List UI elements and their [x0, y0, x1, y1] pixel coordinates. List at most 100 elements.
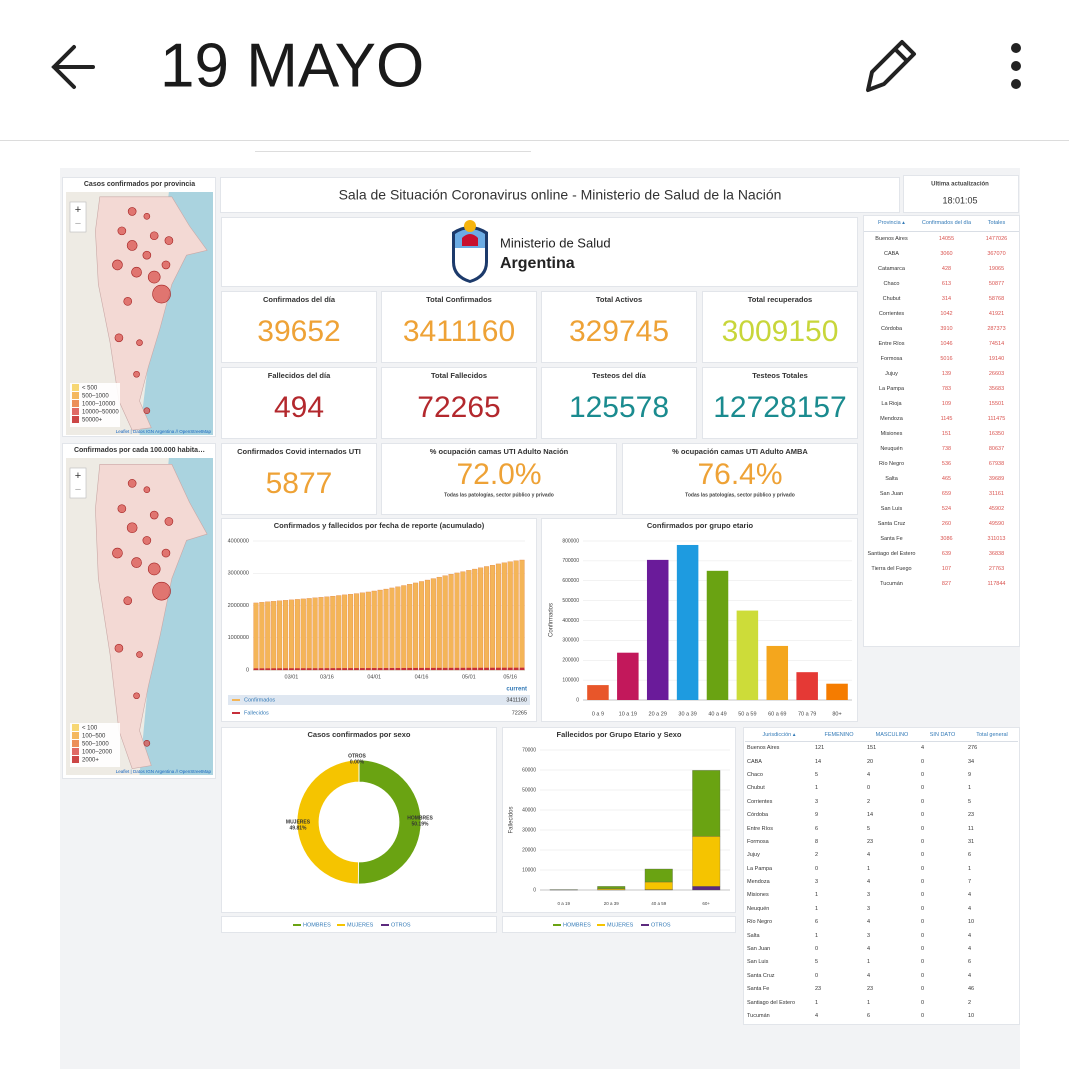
- cell-name: Santiago del Estero: [747, 999, 796, 1006]
- zoom-out[interactable]: −: [75, 218, 81, 230]
- cell-name: Salta: [885, 475, 898, 482]
- cell-name: Chaco: [747, 771, 763, 778]
- y-tick-label: 700000: [562, 558, 579, 564]
- map-bubble: [123, 596, 133, 605]
- bar: [271, 601, 277, 671]
- bar: [288, 599, 294, 671]
- bar: [519, 559, 525, 671]
- cell-number: 4: [815, 1013, 819, 1019]
- bar: [442, 575, 448, 671]
- cell-number: 80637: [988, 445, 1005, 452]
- zoom-out[interactable]: −: [75, 484, 81, 496]
- bar: [478, 667, 484, 670]
- cell-number: 1: [815, 892, 819, 899]
- kpi-value: 12728157: [713, 391, 846, 424]
- bar: [318, 668, 324, 670]
- bar: [419, 581, 425, 671]
- cell-number: 3: [867, 932, 871, 939]
- cell-name: San Luis: [747, 959, 769, 966]
- x-tick-label: 40 a 49: [708, 711, 726, 717]
- kpi-card: [381, 291, 537, 363]
- pie-slice: [296, 759, 360, 885]
- bar: [425, 667, 430, 670]
- header-row: Jurisdicción ▴ FEMENINO MASCULINO SIN DATO T…: [745, 728, 1018, 742]
- x-tick-label: 70 a 79: [798, 711, 816, 717]
- column-header[interactable]: Jurisdicción ▴: [745, 728, 813, 742]
- bar: [259, 602, 265, 671]
- cell-number: 367070: [987, 250, 1006, 257]
- cell-number: 14: [815, 758, 822, 765]
- cell-name: Tucumán: [747, 1013, 770, 1019]
- map-bubble: [112, 259, 123, 271]
- cell-number: 14055: [938, 235, 955, 242]
- legend-swatch: [72, 416, 79, 423]
- cell-number: 6: [815, 825, 819, 832]
- bar: [312, 668, 318, 670]
- column-header[interactable]: FEMENINO: [813, 728, 865, 742]
- cell-number: 16350: [988, 430, 1005, 437]
- map-bubble: [143, 486, 151, 494]
- cell-number: 0: [921, 852, 925, 859]
- bar: [277, 668, 282, 670]
- map-bubble: [133, 692, 140, 700]
- cell-number: 4: [921, 745, 925, 752]
- column-header[interactable]: Provincia ▴: [864, 216, 919, 232]
- table-row: Catamarca 428 19065: [864, 261, 1019, 276]
- column-header[interactable]: Total general: [966, 728, 1018, 742]
- title-panel: [220, 177, 900, 213]
- cell-number: 15501: [988, 400, 1005, 407]
- cell-number: 0: [815, 946, 819, 953]
- kpi-card: [702, 291, 858, 363]
- table-panel: [743, 727, 1020, 1025]
- zoom-in[interactable]: +: [75, 204, 81, 216]
- x-tick-label: 05/16: [503, 674, 517, 680]
- y-tick-label: 600000: [562, 578, 579, 584]
- column-header[interactable]: SIN DATO: [919, 728, 966, 742]
- cell-name: Entre Ríos: [878, 340, 905, 347]
- cell-number: 20: [867, 758, 874, 765]
- bar: [377, 589, 383, 671]
- cell-name: San Juan: [879, 490, 904, 497]
- cell-name: Entre Ríos: [747, 825, 773, 832]
- cell-name: Chubut: [882, 295, 901, 302]
- cell-number: 4: [867, 879, 871, 886]
- bar: [513, 667, 519, 670]
- bar: [353, 593, 359, 671]
- cell-number: 0: [921, 1013, 925, 1019]
- zoom-in[interactable]: +: [75, 470, 81, 482]
- legend-swatch: [72, 756, 79, 763]
- table-row: Chubut 314 58768: [864, 291, 1019, 306]
- map-bubble: [161, 260, 171, 270]
- cell-number: 1145: [940, 415, 953, 422]
- x-tick-label: 80+: [832, 711, 841, 717]
- cell-number: 4: [867, 972, 871, 979]
- cell-number: 4: [867, 946, 871, 953]
- cell-number: 2: [815, 852, 819, 859]
- table-row: Tucumán 4 6 0 10: [745, 1009, 1018, 1022]
- x-tick-label: 0 a 19: [557, 901, 570, 906]
- y-tick-label: 60000: [522, 767, 536, 773]
- bar: [407, 584, 413, 671]
- x-tick-label: 60 a 69: [768, 711, 786, 717]
- column-header[interactable]: MASCULINO: [865, 728, 919, 742]
- kpi-label: % ocupación camas UTI Adulto Nación: [430, 447, 569, 456]
- slice-label: OTROS: [348, 753, 366, 759]
- legend-label: OTROS: [651, 922, 671, 928]
- more-button[interactable]: [1011, 43, 1021, 89]
- kpi-card: [221, 443, 377, 515]
- map-bubble: [147, 562, 161, 576]
- table-row: Misiones 151 16350: [864, 426, 1019, 441]
- cell-number: 465: [941, 475, 952, 482]
- column-header[interactable]: Confirmados del día: [919, 216, 974, 232]
- cell-number: 0: [921, 771, 925, 778]
- y-tick-label: 30000: [522, 827, 536, 833]
- x-tick-label: 50 a 59: [738, 711, 756, 717]
- back-button[interactable]: [51, 45, 95, 89]
- bar-segment: [644, 868, 673, 883]
- cell-number: 6: [968, 852, 972, 859]
- cell-number: 5: [815, 771, 819, 778]
- column-header[interactable]: Totales: [974, 216, 1019, 232]
- cell-number: 5: [968, 798, 972, 805]
- kpi-card: [541, 291, 697, 363]
- edit-button[interactable]: [866, 40, 916, 92]
